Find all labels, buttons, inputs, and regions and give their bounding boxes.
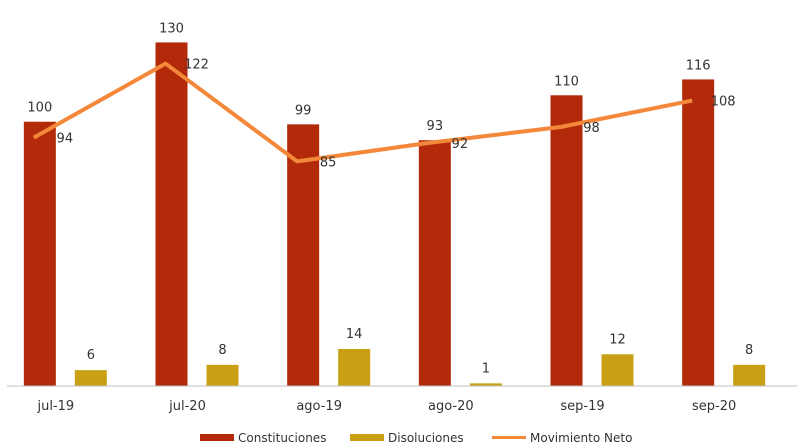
label-disoluciones-sep-20: 8 bbox=[745, 343, 753, 358]
label-movimiento-neto-jul-20: 122 bbox=[184, 58, 209, 73]
label-movimiento-neto-jul-19: 94 bbox=[57, 132, 74, 147]
x-tick-ago-20: ago-20 bbox=[428, 399, 474, 414]
x-tick-jul-19: jul-19 bbox=[36, 399, 74, 414]
bar-constituciones-sep-20 bbox=[682, 79, 715, 386]
bar-constituciones-ago-20 bbox=[418, 140, 451, 386]
x-tick-labels: jul-19 jul-20 ago-19 ago-20 sep-19 sep-20 bbox=[36, 399, 736, 414]
label-movimiento-neto-ago-20: 92 bbox=[452, 137, 469, 152]
data-labels: 100 6 94 130 8 122 99 14 85 93 1 92 110 12 98 116 8 108 bbox=[27, 21, 753, 376]
label-constituciones-jul-19: 100 bbox=[27, 101, 52, 116]
bar-disoluciones-jul-20 bbox=[206, 364, 239, 386]
label-constituciones-ago-20: 93 bbox=[427, 119, 444, 134]
legend-swatch-constituciones bbox=[200, 434, 234, 441]
legend-label-constituciones: Constituciones bbox=[238, 431, 326, 445]
bar-constituciones-jul-19 bbox=[23, 121, 56, 386]
bar-constituciones-sep-19 bbox=[550, 95, 583, 387]
legend: Constituciones Disoluciones Movimiento Net… bbox=[200, 431, 632, 445]
label-constituciones-ago-19: 99 bbox=[295, 103, 312, 118]
legend-label-disoluciones: Disoluciones bbox=[388, 431, 464, 445]
label-constituciones-jul-20: 130 bbox=[159, 21, 184, 36]
line-layer bbox=[32, 61, 693, 164]
legend-swatch-disoluciones bbox=[350, 434, 384, 441]
label-constituciones-sep-19: 110 bbox=[554, 74, 579, 89]
x-tick-ago-19: ago-19 bbox=[296, 399, 342, 414]
legend-label-movimiento-neto: Movimiento Neto bbox=[530, 431, 632, 445]
bar-disoluciones-jul-19 bbox=[74, 370, 107, 386]
x-tick-sep-20: sep-20 bbox=[692, 399, 736, 414]
label-disoluciones-ago-19: 14 bbox=[346, 327, 363, 342]
x-tick-sep-19: sep-19 bbox=[560, 399, 604, 414]
bar-disoluciones-sep-19 bbox=[601, 354, 634, 386]
label-disoluciones-jul-19: 6 bbox=[87, 348, 95, 363]
label-movimiento-neto-ago-19: 85 bbox=[320, 155, 337, 170]
x-tick-jul-20: jul-20 bbox=[168, 399, 206, 414]
label-disoluciones-ago-20: 1 bbox=[482, 361, 490, 376]
label-disoluciones-sep-19: 12 bbox=[609, 332, 626, 347]
bar-constituciones-jul-20 bbox=[155, 42, 188, 387]
label-constituciones-sep-20: 116 bbox=[686, 58, 711, 73]
label-movimiento-neto-sep-20: 108 bbox=[711, 95, 736, 110]
bars-layer bbox=[23, 42, 766, 387]
label-disoluciones-jul-20: 8 bbox=[218, 343, 226, 358]
bar-disoluciones-ago-20 bbox=[469, 383, 502, 386]
bar-disoluciones-ago-19 bbox=[338, 349, 371, 386]
line-movimiento-neto bbox=[32, 61, 693, 164]
label-movimiento-neto-sep-19: 98 bbox=[583, 121, 600, 136]
bar-constituciones-ago-19 bbox=[287, 124, 320, 386]
bar-disoluciones-sep-20 bbox=[733, 364, 766, 386]
